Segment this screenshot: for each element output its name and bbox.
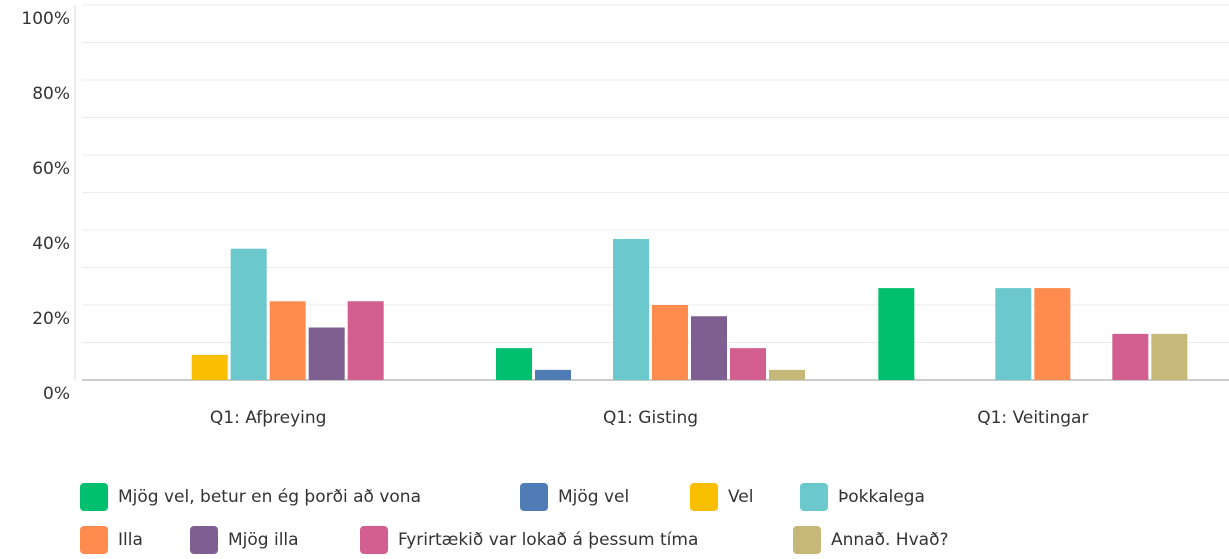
y-tick-label: 100% [21,9,70,29]
legend-swatch [190,526,218,554]
y-tick-label: 0% [43,384,70,404]
bar [1151,333,1188,380]
y-tick-label: 60% [32,159,70,179]
y-tick-label: 80% [32,84,70,104]
bar [1034,288,1071,380]
bar [769,369,805,380]
legend-label: Illa [118,530,143,550]
bar [652,305,688,380]
legend-label: Mjög vel [558,487,629,507]
bar [308,327,345,380]
legend-label: Mjög vel, betur en ég þorði að vona [118,487,421,507]
bar [730,348,766,380]
bar [347,301,384,380]
y-tick-label: 20% [32,309,70,329]
bar [191,354,228,380]
bar [535,369,571,380]
legend-swatch [80,526,108,554]
bar [496,348,532,380]
y-tick-label: 40% [32,234,70,254]
bar [691,316,727,380]
bar [269,301,306,380]
bar [878,288,915,380]
bar [613,239,649,380]
x-tick-label: Q1: Veitingar [977,408,1088,428]
legend-swatch [690,483,718,511]
legend-swatch [360,526,388,554]
bar [230,248,267,380]
legend-swatch [80,483,108,511]
legend-label: Fyrirtækið var lokað á þessum tíma [398,530,698,550]
legend-swatch [800,483,828,511]
legend-label: Vel [728,487,754,507]
legend-swatch [793,526,821,554]
bar [995,288,1032,380]
legend-label: Annað. Hvað? [831,530,949,550]
legend-label: Þokkalega [838,487,925,507]
x-tick-label: Q1: Gisting [603,408,698,428]
x-tick-label: Q1: Afþreying [210,408,327,428]
bar [1112,333,1149,380]
legend-swatch [520,483,548,511]
legend-label: Mjög illa [228,530,299,550]
